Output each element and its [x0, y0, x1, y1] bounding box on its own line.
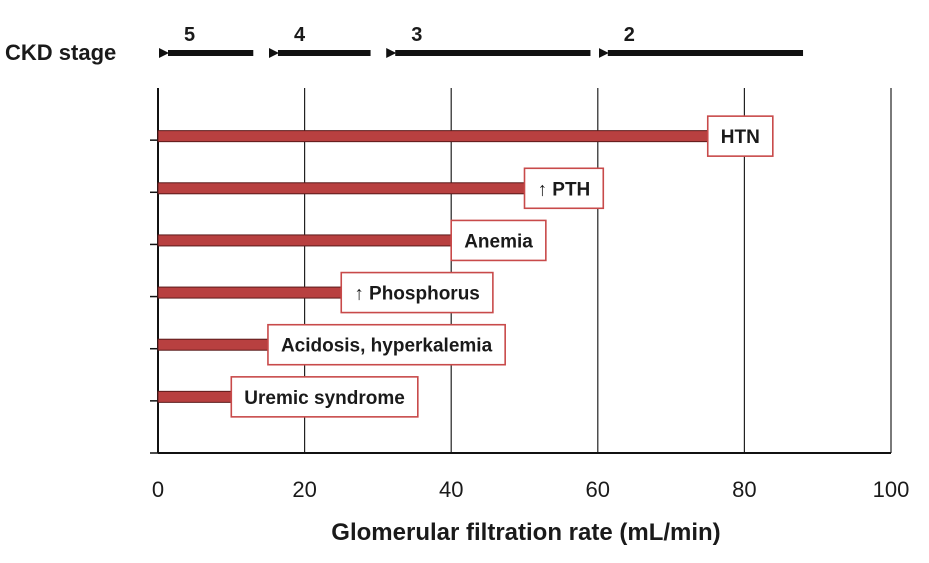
bar-2	[157, 234, 452, 247]
bar-label-3: ↑ Phosphorus	[354, 284, 480, 305]
bar-label-box-1	[523, 167, 605, 210]
bars: HTN ↑ PTH Anemia ↑ Phosphorus Acidosis, hype…	[157, 115, 774, 418]
bar-label-box-0	[706, 115, 774, 157]
bar-5	[157, 390, 232, 403]
x-tick-label-0: 0	[152, 477, 164, 502]
bar-0	[157, 130, 709, 143]
bar-label-box-3	[340, 271, 494, 314]
x-tick-label-20: 20	[292, 477, 316, 502]
bar-label-box-5	[230, 376, 419, 418]
stage-number-4: 4	[294, 24, 306, 46]
bar-label-box-2	[450, 219, 547, 262]
stage-number-2: 2	[624, 24, 635, 46]
bar-1	[157, 182, 525, 195]
ckd-stage-arrows: CKD stage 5 4 3 2	[5, 24, 804, 65]
bar-label-0: HTN	[721, 127, 760, 148]
bar-label-box-4	[267, 323, 506, 366]
x-tick-label-40: 40	[439, 477, 463, 502]
bar-4	[157, 338, 269, 351]
x-tick-labels: 0 20 40 60 80 100	[152, 477, 909, 502]
x-tick-label-80: 80	[732, 477, 756, 502]
bar-label-5: Uremic syndrome	[244, 388, 405, 409]
stage-number-3: 3	[411, 24, 422, 46]
bar-label-2: Anemia	[464, 231, 533, 252]
stage-number-5: 5	[184, 24, 195, 46]
bar-label-1: ↑ PTH	[538, 179, 591, 200]
bar-label-4: Acidosis, hyperkalemia	[281, 336, 493, 357]
bar-3	[157, 286, 342, 299]
x-tick-label-100: 100	[873, 477, 910, 502]
x-tick-label-60: 60	[586, 477, 610, 502]
x-axis-label: Glomerular filtration rate (mL/min)	[331, 519, 720, 546]
ckd-stage-title: CKD stage	[5, 40, 116, 65]
